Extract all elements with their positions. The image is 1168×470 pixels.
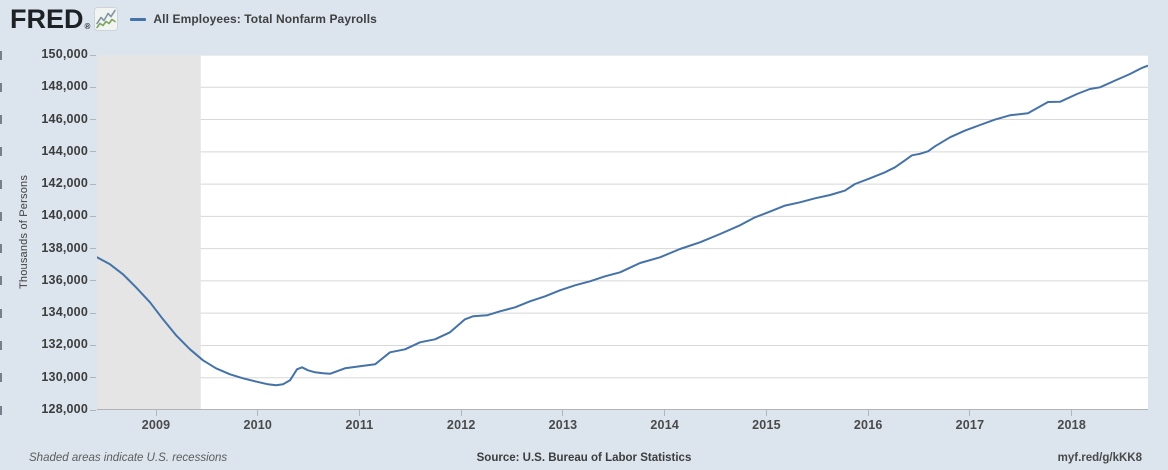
y-tick-label: 134,000 — [41, 305, 88, 320]
plot-area[interactable] — [96, 54, 1149, 411]
x-tick-mark — [155, 410, 157, 416]
y-tick-label: 140,000 — [41, 208, 88, 223]
y-tick-mark — [0, 373, 2, 383]
series-legend: All Employees: Total Nonfarm Payrolls — [130, 12, 377, 26]
short-url-link[interactable]: myf.red/g/kKK8 — [1057, 452, 1142, 464]
x-tick-label: 2013 — [548, 418, 578, 432]
y-tick-mark — [90, 248, 96, 250]
x-tick-label: 2010 — [243, 418, 273, 432]
registered-trademark: ® — [84, 21, 91, 31]
x-tick-label: 2009 — [141, 418, 171, 432]
y-tick-label: 144,000 — [41, 143, 88, 158]
x-tick-label: 2012 — [446, 418, 476, 432]
recession-note: Shaded areas indicate U.S. recessions — [29, 452, 228, 464]
y-tick-mark — [0, 115, 2, 125]
y-tick-label: 150,000 — [41, 47, 88, 61]
x-tick-label: 2017 — [955, 418, 985, 432]
y-tick-mark — [90, 312, 96, 314]
x-tick-label: 2016 — [853, 418, 883, 432]
y-tick-mark — [90, 280, 96, 282]
x-tick-label: 2014 — [650, 418, 680, 432]
y-tick-mark — [90, 183, 96, 185]
y-tick-mark — [90, 151, 96, 153]
x-tick-mark — [765, 410, 767, 416]
y-tick-mark — [0, 340, 2, 350]
x-tick-label: 2015 — [752, 418, 781, 432]
x-tick-label: 2018 — [1057, 418, 1086, 432]
data-line — [96, 64, 1149, 387]
y-tick-mark — [0, 211, 2, 221]
fred-sparkline-icon — [94, 7, 119, 31]
y-tick-mark — [90, 215, 96, 217]
x-tick-mark — [562, 410, 564, 416]
y-tick-mark — [0, 244, 2, 254]
x-tick-label: 2011 — [345, 418, 374, 432]
legend-series-label: All Employees: Total Nonfarm Payrolls — [153, 12, 377, 26]
y-tick-label: 128,000 — [41, 402, 88, 416]
y-tick-mark — [90, 119, 96, 121]
recession-band — [97, 55, 201, 410]
y-tick-label: 146,000 — [41, 111, 88, 126]
y-tick-label: 138,000 — [41, 240, 88, 255]
y-tick-mark — [90, 86, 96, 88]
y-tick-mark — [90, 54, 96, 56]
y-tick-label: 132,000 — [41, 337, 88, 352]
y-tick-label: 142,000 — [41, 176, 88, 191]
y-tick-mark — [0, 50, 2, 60]
y-tick-mark — [0, 308, 2, 318]
y-tick-label: 136,000 — [41, 272, 88, 287]
x-tick-mark — [969, 410, 971, 416]
y-tick-mark — [0, 405, 2, 415]
y-tick-label: 130,000 — [41, 369, 88, 384]
y-tick-mark — [90, 377, 96, 379]
y-tick-mark — [0, 276, 2, 286]
y-tick-mark — [0, 147, 2, 157]
y-tick-mark — [90, 409, 96, 411]
y-tick-mark — [90, 344, 96, 346]
plot-background — [97, 55, 1148, 410]
y-tick-mark — [0, 179, 2, 189]
x-tick-mark — [460, 410, 462, 416]
x-tick-mark — [664, 410, 666, 416]
plot-mount — [96, 54, 1149, 415]
x-tick-mark — [358, 410, 360, 416]
x-tick-mark — [257, 410, 259, 416]
x-tick-mark — [1071, 410, 1073, 416]
y-tick-label: 148,000 — [41, 79, 88, 94]
y-tick-mark — [0, 82, 2, 92]
x-tick-mark — [867, 410, 869, 416]
legend-line-swatch — [130, 17, 147, 21]
source-attribution: Source: U.S. Bureau of Labor Statistics — [476, 452, 692, 464]
fred-logo[interactable]: FRED — [10, 4, 84, 34]
chart-header: FRED ® All Employees: Total Nonfarm Payro… — [10, 4, 377, 34]
